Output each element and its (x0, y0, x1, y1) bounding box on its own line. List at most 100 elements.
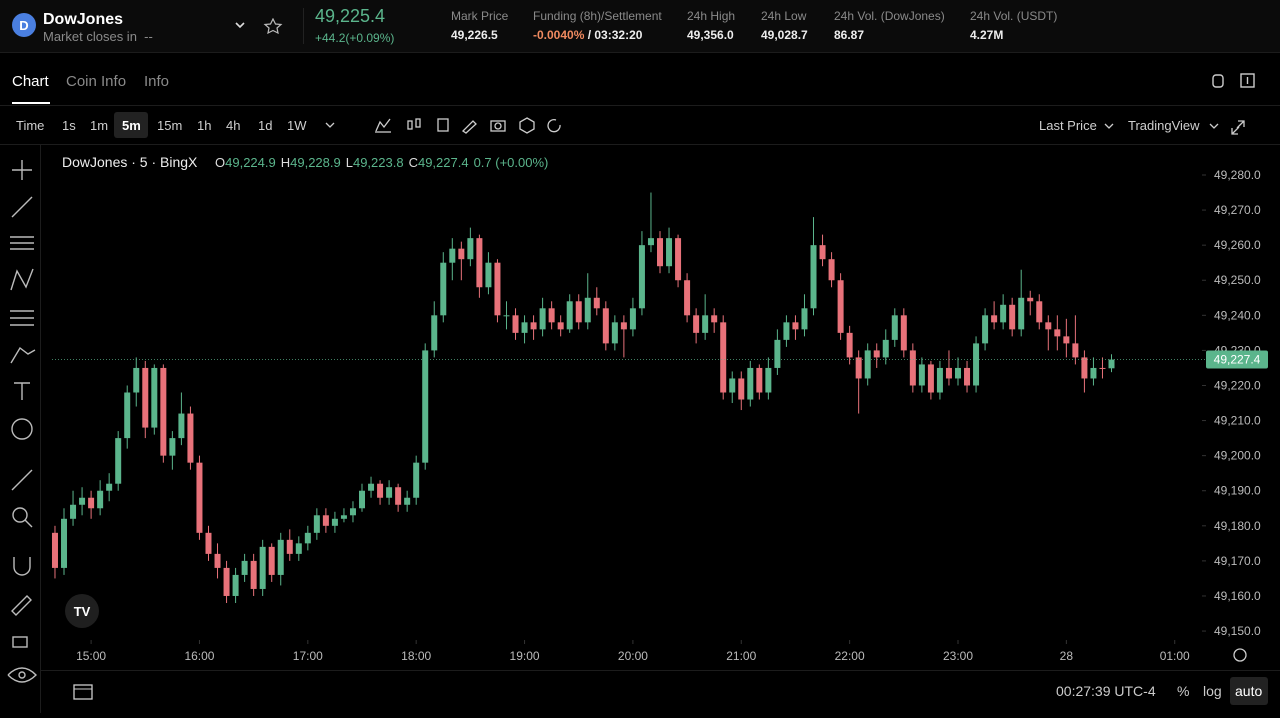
status-value: -- (144, 29, 153, 44)
candle-body (828, 259, 835, 281)
header-icons[interactable] (232, 18, 292, 34)
tab-bar: Chart Coin Info Info (0, 53, 1280, 106)
interval[interactable]: 1W (287, 118, 307, 133)
candle-body (88, 497, 95, 509)
candle-body (945, 367, 952, 379)
candle-body (611, 322, 618, 344)
candle-body (629, 308, 636, 330)
candle-body (277, 539, 284, 575)
candle-body (250, 560, 257, 589)
interval[interactable]: 1h (197, 118, 212, 133)
y-tick-label: 49,270.0 (1214, 203, 1261, 217)
x-tick-label: 18:00 (401, 649, 431, 663)
candle-body (666, 238, 673, 267)
stat-value: 49,028.7 (761, 28, 808, 42)
y-tick-label: 49,280.0 (1214, 168, 1261, 182)
ohlc-key: L (346, 155, 353, 170)
x-tick-label: 16:00 (184, 649, 214, 663)
interval[interactable]: 15m (157, 118, 183, 133)
interval[interactable]: 1d (258, 118, 273, 133)
candle-body (539, 308, 546, 330)
candle-body (801, 308, 808, 330)
candle-body (765, 367, 772, 393)
candle-body (331, 518, 338, 526)
candle-body (548, 308, 555, 323)
y-tick-label: 49,180.0 (1214, 519, 1261, 533)
candle-body (1063, 336, 1070, 344)
candle-body (774, 339, 781, 368)
stat: 24h Vol. (DowJones) 86.87 (834, 9, 945, 42)
plot: DowJones · 5 · BingX O49,224.9 H49,228.9 L… (51, 154, 1268, 663)
candle-body (1027, 297, 1034, 302)
candle-body (178, 413, 185, 439)
candle-body (61, 518, 68, 568)
ohlc-key: H (281, 155, 290, 170)
stat-label: 24h High (687, 9, 736, 23)
toolbar-right-icons[interactable] (1100, 120, 1260, 136)
candle-body (449, 248, 456, 263)
candle-body (964, 367, 971, 386)
tv-logo[interactable] (65, 594, 99, 628)
candle-body (973, 343, 980, 386)
stat: 24h High 49,356.0 (687, 9, 735, 42)
stat: Funding (8h)/Settlement -0.0040% / 03:32:… (533, 9, 662, 42)
candle-body (160, 367, 167, 456)
drawing-tools[interactable] (0, 145, 41, 713)
stat-label: 24h Low (761, 9, 807, 23)
interval[interactable]: 1s (62, 118, 76, 133)
candle-body (575, 301, 582, 323)
option[interactable]: % (1177, 683, 1190, 699)
candle-body (936, 367, 943, 393)
candle-body (359, 490, 366, 509)
interval[interactable]: Time (16, 118, 45, 133)
settings-icon[interactable] (1233, 648, 1247, 662)
symbol[interactable]: DowJones (43, 11, 124, 28)
interval[interactable]: 5m (122, 118, 141, 133)
ohlc-value: 49,223.8 (353, 155, 404, 170)
candle-body (304, 532, 311, 544)
interval[interactable]: 1m (90, 118, 109, 133)
option[interactable]: auto (1235, 683, 1263, 699)
chart-source[interactable]: TradingView (1128, 118, 1200, 133)
candle-body (738, 378, 745, 400)
clock: 00:27:39 UTC-4 (1056, 683, 1156, 699)
candle-body (115, 438, 122, 484)
candle-body (675, 238, 682, 281)
ohlc-value: 49,224.9 (225, 155, 276, 170)
candle-body (187, 413, 194, 463)
candle-body (1099, 367, 1106, 369)
stat-label: Mark Price (451, 9, 509, 23)
candle-body (286, 539, 293, 554)
candle-body (638, 245, 645, 309)
x-tick-label: 21:00 (726, 649, 756, 663)
candle-body (584, 297, 591, 323)
candle-body (349, 508, 356, 516)
tool-icons[interactable] (0, 145, 40, 713)
candle-body (855, 357, 862, 379)
candle-body (1018, 297, 1025, 330)
tab-icons[interactable] (1210, 73, 1260, 89)
market-status: Market closes in -- (43, 29, 153, 44)
candle-body (927, 364, 934, 393)
tab[interactable]: Coin Info (66, 73, 127, 90)
svg-text:D: D (19, 18, 28, 33)
date-range-icon[interactable] (72, 681, 94, 701)
stat-value: 49,356.0 (687, 28, 734, 42)
y-tick-label: 49,220.0 (1214, 378, 1261, 392)
stat-value: 4.27M (970, 28, 1004, 42)
interval[interactable]: 4h (226, 118, 241, 133)
candle-body (810, 245, 817, 309)
candle-body (566, 301, 573, 330)
chart: DowJones · 5 · BingX O49,224.9 H49,228.9 L… (51, 154, 1268, 663)
price-type[interactable]: Last Price (1039, 118, 1097, 133)
tab[interactable]: Info (144, 73, 170, 90)
stat: 24h Low 49,028.7 (761, 9, 808, 42)
toolbar-icons[interactable] (320, 116, 570, 134)
candle-body (954, 367, 961, 379)
x-tick-label: 01:00 (1160, 649, 1190, 663)
option[interactable]: log (1203, 683, 1222, 699)
tab[interactable]: Chart (12, 73, 49, 90)
candle-body (404, 497, 411, 505)
candle-body (837, 280, 844, 333)
candle-body (223, 567, 230, 596)
